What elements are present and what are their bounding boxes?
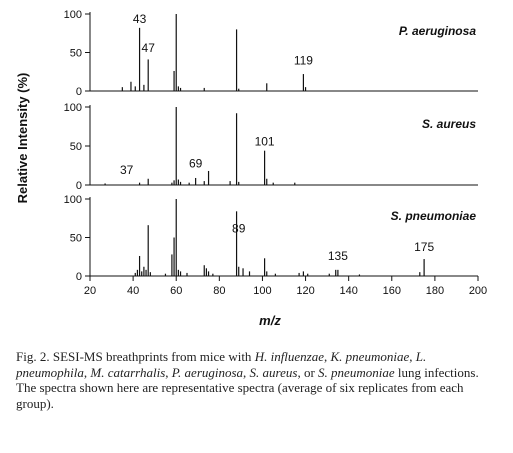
x-tick-label: 200 <box>469 285 487 297</box>
x-tick-label: 100 <box>253 285 271 297</box>
panel-title: S. aureus <box>422 117 476 131</box>
caption-text: , <box>165 364 172 380</box>
y-tick-label: 100 <box>64 102 82 114</box>
x-tick-label: 120 <box>296 285 314 297</box>
y-tick-label: 50 <box>70 48 82 60</box>
spectrum-panel: 0 50 100 37 69 101 S. aureus <box>64 102 478 192</box>
caption-text: , <box>243 364 250 380</box>
caption-species-name: P. aeruginosa <box>171 364 244 380</box>
caption-species-name: L. pneumophila <box>16 349 427 380</box>
peak-label: 43 <box>133 12 147 26</box>
x-tick-label: 180 <box>426 285 444 297</box>
peak-label: 175 <box>414 240 434 254</box>
caption-species-name: S. pneumoniae <box>318 364 395 380</box>
peak-label: 119 <box>294 53 313 67</box>
caption-species-name: K. pneumoniae <box>330 349 410 364</box>
spectra-panels: 0 50 100 43 47 119 P. aeruginosa 0 50 100 37 69 101 S… <box>64 9 478 283</box>
x-tick-label: 40 <box>127 285 139 297</box>
y-tick-label: 0 <box>76 180 82 192</box>
panel-title: S. pneumoniae <box>391 209 477 223</box>
y-tick-label: 100 <box>64 9 82 21</box>
caption-text: lung infections. The spectra shown here … <box>16 364 479 411</box>
spectrum-panel: 0 50 100 43 47 119 P. aeruginosa <box>64 9 478 98</box>
peak-label: 47 <box>142 41 156 55</box>
spectrum-panel: 0 50 100 89 135 175 S. pneumoniae <box>64 194 478 283</box>
y-tick-label: 0 <box>76 271 82 283</box>
x-axis-title: m/z <box>259 313 281 328</box>
spectra-figure: Relative Intensity (%) 0 50 100 43 47 119 P. a… <box>15 9 487 328</box>
caption-species-name: H. influenzae <box>254 349 325 364</box>
caption-text: Fig. 2. SESI-MS breathprints from mice w… <box>16 349 255 364</box>
caption-text: , <box>409 349 416 364</box>
peak-label: 101 <box>255 135 275 149</box>
caption-species-name: M. catarrhalis <box>90 364 166 380</box>
x-tick-label: 60 <box>170 285 182 297</box>
caption-text: , or <box>297 364 319 380</box>
y-tick-label: 50 <box>70 141 82 153</box>
x-tick-label: 160 <box>383 285 401 297</box>
peak-label: 89 <box>232 222 246 236</box>
y-tick-label: 50 <box>70 233 82 245</box>
caption-species-name: S. aureus <box>249 364 298 380</box>
x-tick-label: 80 <box>213 285 225 297</box>
x-tick-label: 20 <box>84 285 96 297</box>
caption-text: , <box>83 364 91 380</box>
y-tick-label: 0 <box>76 86 82 98</box>
peak-label: 69 <box>189 157 203 171</box>
peak-label: 135 <box>328 249 348 263</box>
x-axis: 20 40 60 80 100 120 140 160 180 200 <box>84 276 487 297</box>
y-tick-label: 100 <box>64 194 82 206</box>
peak-label: 37 <box>120 163 134 177</box>
panel-title: P. aeruginosa <box>399 24 476 38</box>
y-axis-title: Relative Intensity (%) <box>15 73 30 204</box>
figure-caption: Fig. 2. SESI-MS breathprints from mice w… <box>16 349 498 411</box>
x-tick-label: 140 <box>339 285 357 297</box>
caption-text: , <box>324 349 331 364</box>
